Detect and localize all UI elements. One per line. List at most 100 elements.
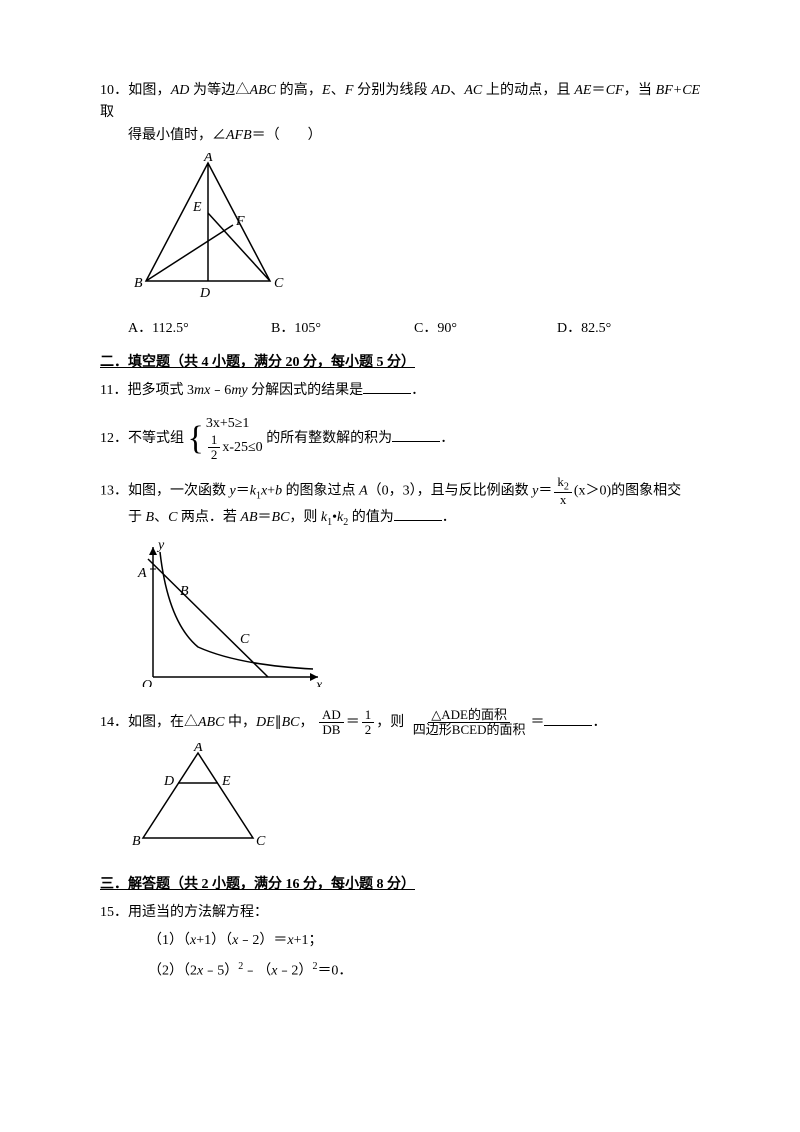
- q12-line1: 3x+5≥1: [206, 415, 263, 433]
- q13-ta: 如图，一次函数: [128, 483, 230, 498]
- q15-p2l: （2）: [148, 963, 183, 978]
- q10-oa-l: A．: [128, 321, 152, 336]
- q13-Bp: B: [146, 510, 155, 525]
- q10-figure: A B C D E F: [128, 153, 700, 311]
- q14-ta: 如图，在△: [128, 715, 198, 730]
- q14-f2n: 1: [362, 708, 375, 723]
- q15-p2d: ﹣2）: [277, 963, 312, 978]
- q12-num: 12．: [100, 431, 128, 446]
- q10-cf: CF: [606, 83, 624, 98]
- q14-line1: 14．如图，在△ABC 中，DE∥BC， ADDB＝12，则 △ADE的面积四边…: [100, 708, 700, 738]
- q13-line1: 13．如图，一次函数 y＝k1x+b 的图象过点 A（0，3），且与反比例函数 …: [100, 475, 700, 508]
- q13-plus: +: [267, 483, 275, 498]
- q10-fig-C: C: [274, 276, 284, 291]
- q10-fig-F: F: [235, 214, 245, 229]
- q13-tb: 的图象过点: [282, 483, 359, 498]
- q10-bfce: BF+CE: [656, 83, 700, 98]
- q14-DE: DE: [256, 715, 275, 730]
- question-13: 13．如图，一次函数 y＝k1x+b 的图象过点 A（0，3），且与反比例函数 …: [100, 475, 700, 696]
- q15-p1b: +1）（: [196, 933, 232, 948]
- q12-line2: 12x-25≤0: [206, 433, 263, 463]
- q11-tb: ﹣6: [210, 383, 231, 398]
- q10-option-b: B．105°: [271, 318, 414, 340]
- q14-fig-C: C: [256, 834, 266, 849]
- q14-figure: A B C D E: [128, 743, 700, 861]
- q13-num: 13．: [100, 483, 128, 498]
- q14-f1n: AD: [319, 708, 344, 723]
- q14-num: 14．: [100, 715, 128, 730]
- q10-abc: ABC: [250, 83, 276, 98]
- q12-blank: [392, 441, 440, 442]
- q11-my: my: [231, 383, 247, 398]
- q13-b: b: [275, 483, 282, 498]
- q10-t5: 上的动点，且: [482, 83, 574, 98]
- q10-e: E: [322, 83, 331, 98]
- q12-tb: 的所有整数解的积为: [266, 431, 392, 446]
- q13-AB: AB: [240, 510, 257, 525]
- q10-option-a: A．112.5°: [128, 318, 271, 340]
- q14-f2d: 2: [362, 723, 375, 737]
- q10-eq: ＝: [591, 83, 605, 98]
- q14-BC: BC: [282, 715, 300, 730]
- q10-num: 10．: [100, 83, 128, 98]
- q10-option-c: C．90°: [414, 318, 557, 340]
- section-2-header: 二．填空题（共 4 小题，满分 20 分，每小题 5 分）: [100, 352, 700, 374]
- q14-eq2: ＝: [530, 715, 544, 730]
- q10-t7: 取: [100, 105, 114, 120]
- q10-options: A．112.5° B．105° C．90° D．82.5°: [100, 318, 700, 340]
- q12-l2b: 2: [208, 448, 221, 462]
- q10-option-d: D．82.5°: [557, 318, 700, 340]
- question-15: 15．用适当的方法解方程： （1）（x+1）（x﹣2）＝x+1； （2）（2x﹣…: [100, 902, 700, 983]
- q10-oc-v: 90°: [437, 321, 457, 336]
- q13-eq3: ＝: [258, 510, 272, 525]
- q14-triangle-svg: A B C D E: [128, 743, 278, 853]
- q15-text: 用适当的方法解方程：: [128, 905, 268, 920]
- q13-Cp: C: [168, 510, 177, 525]
- q13-fig-O: O: [142, 678, 152, 687]
- q14-f3n: △ADE的面积: [428, 708, 510, 723]
- q10-ac: AC: [464, 83, 482, 98]
- q11-tc: 分解因式的结果是: [248, 383, 364, 398]
- q13-BC: BC: [272, 510, 290, 525]
- q10-triangle-svg: A B C D E F: [128, 153, 288, 303]
- q12-end: ．: [440, 431, 454, 446]
- q10-t1: 如图，: [128, 83, 170, 98]
- q14-end: ．: [592, 715, 606, 730]
- section-3-header: 三．解答题（共 2 小题，满分 16 分，每小题 8 分）: [100, 874, 700, 896]
- q15-part2: （2）（2x﹣5）2﹣（x﹣2）2＝0．: [100, 959, 700, 983]
- q15-p2a: （2: [183, 963, 197, 978]
- q13-blank: [394, 520, 442, 521]
- q13-A: A: [359, 483, 368, 498]
- q13-td: 于: [128, 510, 146, 525]
- q10-od-l: D．: [557, 321, 581, 336]
- q13-eq1: ＝: [236, 483, 250, 498]
- q10-afb: AFB: [226, 128, 252, 143]
- q11-ta: 把多项式 3: [127, 383, 194, 398]
- q13-tg: 的值为: [348, 510, 394, 525]
- q12-l2c: x-25≤0: [222, 440, 262, 455]
- q13-fig-y: y: [156, 538, 165, 553]
- q12-system: { 3x+5≥1 12x-25≤0: [188, 415, 263, 463]
- q13-tf: ，则: [289, 510, 321, 525]
- q10-t9: ＝（ ）: [252, 128, 322, 143]
- q14-eq1: ＝: [346, 715, 360, 730]
- q14-fig-A: A: [193, 743, 203, 755]
- q15-num: 15．: [100, 905, 128, 920]
- q14-f1d: DB: [319, 723, 343, 737]
- q12-brace: {: [188, 422, 204, 456]
- q10-fig-D: D: [199, 286, 210, 301]
- q13-eq2: ＝: [538, 483, 552, 498]
- q15-p1d: +1；: [294, 933, 323, 948]
- q14-par: ∥: [275, 715, 282, 730]
- q13-fig-A: A: [137, 566, 147, 581]
- q14-then: ，则: [376, 715, 404, 730]
- q13-fig-x: x: [315, 678, 323, 687]
- q10-s1: 、: [331, 83, 345, 98]
- q10-t4: 分别为线段: [353, 83, 431, 98]
- q10-ad2: AD: [431, 83, 450, 98]
- q10-fig-B: B: [134, 276, 143, 291]
- q14-fig-D: D: [163, 774, 174, 789]
- q10-ad: AD: [171, 83, 190, 98]
- q10-t8: 得最小值时，∠: [128, 128, 226, 143]
- q10-fig-A: A: [203, 153, 213, 165]
